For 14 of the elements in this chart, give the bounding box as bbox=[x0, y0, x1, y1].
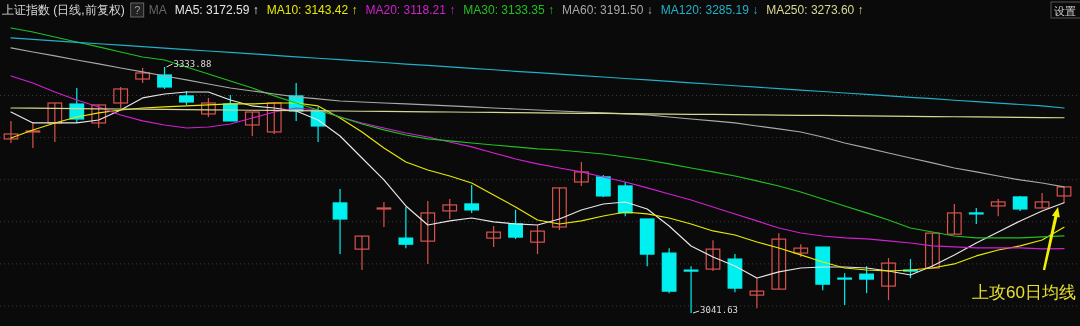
annotation: 3333.88 bbox=[173, 59, 212, 69]
text: MA60: 3191.50 ↓ bbox=[562, 3, 653, 17]
text: MA30: 3133.35 ↑ bbox=[463, 3, 555, 17]
text: ? bbox=[134, 4, 141, 16]
text: MA bbox=[148, 3, 167, 17]
text: MA20: 3118.21 ↑ bbox=[365, 3, 456, 17]
text: 设置 bbox=[1054, 5, 1076, 17]
annotation: 3041.63 bbox=[700, 305, 739, 315]
text: MA5: 3172.59 ↑ bbox=[174, 3, 259, 17]
text: MA120: 3285.19 ↓ bbox=[660, 3, 759, 17]
annotation: 上攻60日均线 bbox=[972, 283, 1076, 302]
text: MA250: 3273.60 ↑ bbox=[766, 3, 864, 17]
text: MA10: 3143.42 ↑ bbox=[266, 3, 358, 17]
chart-title: 上证指数 (日线,前复权) bbox=[2, 3, 125, 17]
